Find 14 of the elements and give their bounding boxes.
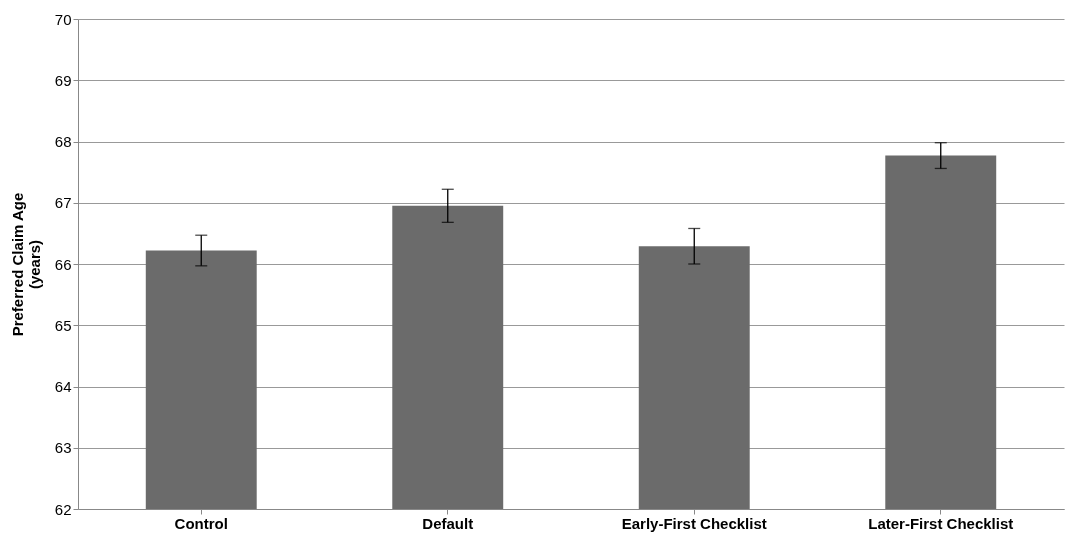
y-tick-label: 70 — [54, 10, 72, 28]
y-tick-label: 67 — [54, 194, 72, 212]
x-tick-label: Later-First Checklist — [868, 514, 1014, 532]
y-axis-title: Preferred Claim Age (years) — [8, 192, 43, 337]
y-tick-label: 64 — [54, 378, 72, 395]
x-tick-label: Early-First Checklist — [621, 514, 767, 532]
y-tick-label: 66 — [54, 255, 72, 273]
y-tick-label: 65 — [54, 316, 72, 334]
x-tick-label: Default — [422, 514, 474, 532]
x-tick-label: Control — [174, 514, 228, 532]
y-tick-label: 68 — [54, 133, 72, 150]
y-tick-label: 63 — [54, 439, 72, 457]
y-tick-label: 62 — [54, 500, 72, 518]
y-tick-label: 69 — [54, 71, 72, 89]
